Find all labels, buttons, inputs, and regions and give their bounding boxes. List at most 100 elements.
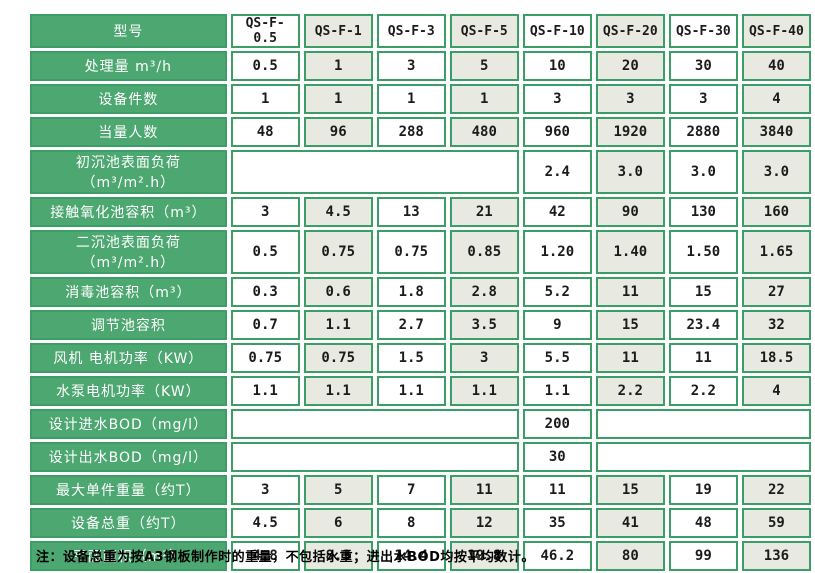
model-header: QS-F-20 (595, 14, 665, 48)
value-cell: 15 (595, 475, 665, 505)
value-cell: 11 (668, 343, 738, 373)
value-cell: 1 (303, 84, 373, 114)
value-cell: 20 (595, 51, 665, 81)
value-cell: 3 (668, 84, 738, 114)
table-row: 当量人数 48 96 288 480 960 1920 2880 3840 (30, 117, 811, 147)
row-label: 最大单件重量（约T） (30, 475, 227, 505)
value-cell: 3 (449, 343, 519, 373)
value-cell: 2.7 (376, 310, 446, 340)
table-row: 设计出水BOD（mg/l） 30 (30, 442, 811, 472)
model-header: QS-F-5 (449, 14, 519, 48)
value-cell: 46.2 (522, 541, 592, 571)
value-cell: 3.5 (449, 310, 519, 340)
value-cell: 136 (741, 541, 811, 571)
value-cell: 3 (595, 84, 665, 114)
value-cell: 3.0 (741, 150, 811, 194)
spec-table: 型号 QS-F-0.5 QS-F-1 QS-F-3 QS-F-5 QS-F-10 QS-F-… (26, 11, 815, 573)
value-cell: 13 (376, 197, 446, 227)
value-cell: 4.5 (230, 508, 300, 538)
value-cell: 1.65 (741, 230, 811, 274)
value-cell: 0.5 (230, 230, 300, 274)
value-cell: 15 (668, 277, 738, 307)
value-cell: 41 (595, 508, 665, 538)
value-cell: 1.1 (230, 376, 300, 406)
model-header: QS-F-0.5 (230, 14, 300, 48)
table-row: 二沉池表面负荷（m³/m².h） 0.5 0.75 0.75 0.85 1.20 1.40 1… (30, 230, 811, 274)
value-cell: 1.50 (668, 230, 738, 274)
table-row: 处理量 m³/h 0.5 1 3 5 10 20 30 40 (30, 51, 811, 81)
value-cell: 0.5 (230, 51, 300, 81)
model-header: QS-F-30 (668, 14, 738, 48)
value-cell: 1.8 (376, 277, 446, 307)
value-cell: 160 (741, 197, 811, 227)
value-cell: 0.85 (449, 230, 519, 274)
value-cell: 3 (230, 197, 300, 227)
table-row: 设备件数 1 1 1 1 3 3 3 4 (30, 84, 811, 114)
value-cell: 7 (376, 475, 446, 505)
value-cell: 5 (449, 51, 519, 81)
value-cell: 0.75 (303, 230, 373, 274)
value-cell: 30 (668, 51, 738, 81)
row-label: 设备总重（约T） (30, 508, 227, 538)
value-cell: 11 (595, 277, 665, 307)
value-cell: 2.8 (449, 277, 519, 307)
value-cell: 59 (741, 508, 811, 538)
table-row: 最大单件重量（约T） 3 5 7 11 11 15 19 22 (30, 475, 811, 505)
empty-cell (230, 409, 519, 439)
value-cell: 3 (230, 475, 300, 505)
empty-cell (230, 442, 519, 472)
table-row: 平面面积（m²） 4.8 8.3 14.4 19.8 46.2 80 99 136 (30, 541, 811, 571)
value-cell: 2880 (668, 117, 738, 147)
value-cell: 15 (595, 310, 665, 340)
table-row: 风机 电机功率（KW） 0.75 0.75 1.5 3 5.5 11 11 18.5 (30, 343, 811, 373)
value-cell: 10 (522, 51, 592, 81)
value-cell: 30 (522, 442, 592, 472)
value-cell: 11 (449, 475, 519, 505)
value-cell: 12 (449, 508, 519, 538)
value-cell: 4.8 (230, 541, 300, 571)
value-cell: 6 (303, 508, 373, 538)
value-cell: 4 (741, 376, 811, 406)
model-header: QS-F-10 (522, 14, 592, 48)
value-cell: 480 (449, 117, 519, 147)
table-row: 设备总重（约T） 4.5 6 8 12 35 41 48 59 (30, 508, 811, 538)
table-row: 水泵电机功率（KW） 1.1 1.1 1.1 1.1 1.1 2.2 2.2 4 (30, 376, 811, 406)
row-label: 设备件数 (30, 84, 227, 114)
table-row: 设计进水BOD（mg/l） 200 (30, 409, 811, 439)
value-cell: 1.40 (595, 230, 665, 274)
value-cell: 200 (522, 409, 592, 439)
value-cell: 8.3 (303, 541, 373, 571)
value-cell: 19 (668, 475, 738, 505)
row-label: 调节池容积 (30, 310, 227, 340)
value-cell: 1.1 (303, 310, 373, 340)
row-label: 处理量 m³/h (30, 51, 227, 81)
value-cell: 3 (376, 51, 446, 81)
value-cell: 40 (741, 51, 811, 81)
value-cell: 4.5 (303, 197, 373, 227)
row-label: 平面面积（m²） (30, 541, 227, 571)
header-row: 型号 QS-F-0.5 QS-F-1 QS-F-3 QS-F-5 QS-F-10 QS-F-… (30, 14, 811, 48)
value-cell: 18.5 (741, 343, 811, 373)
value-cell: 1.1 (449, 376, 519, 406)
row-label: 初沉池表面负荷（m³/m².h） (30, 150, 227, 194)
value-cell: 11 (595, 343, 665, 373)
value-cell: 14.4 (376, 541, 446, 571)
value-cell: 35 (522, 508, 592, 538)
value-cell: 2.2 (595, 376, 665, 406)
value-cell: 48 (230, 117, 300, 147)
value-cell: 1920 (595, 117, 665, 147)
table-row: 初沉池表面负荷（m³/m².h） 2.4 3.0 3.0 3.0 (30, 150, 811, 194)
value-cell: 4 (741, 84, 811, 114)
value-cell: 3 (522, 84, 592, 114)
value-cell: 19.8 (449, 541, 519, 571)
value-cell: 22 (741, 475, 811, 505)
value-cell: 0.75 (230, 343, 300, 373)
value-cell: 80 (595, 541, 665, 571)
header-model-label: 型号 (30, 14, 227, 48)
table-row: 消毒池容积（m³） 0.3 0.6 1.8 2.8 5.2 11 15 27 (30, 277, 811, 307)
value-cell: 0.75 (376, 230, 446, 274)
model-header: QS-F-1 (303, 14, 373, 48)
row-label: 消毒池容积（m³） (30, 277, 227, 307)
value-cell: 3.0 (668, 150, 738, 194)
